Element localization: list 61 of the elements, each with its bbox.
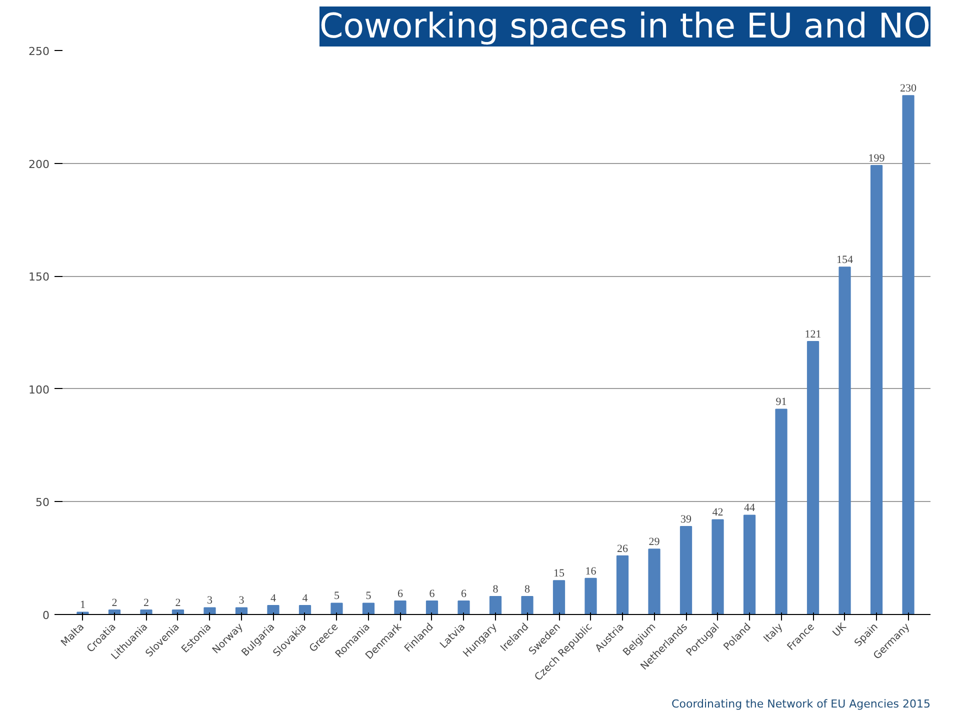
- bar: [330, 602, 343, 614]
- chart-title: Coworking spaces in the EU and NO: [319, 6, 931, 46]
- data-label: 121: [804, 328, 822, 341]
- data-label: 1: [80, 599, 86, 612]
- data-label: 2: [175, 596, 181, 609]
- data-label: 42: [712, 506, 724, 519]
- data-label: 26: [617, 542, 629, 555]
- bar: [806, 341, 820, 614]
- bar: [76, 612, 89, 614]
- bar: [902, 95, 914, 614]
- y-tick-label: 150: [28, 270, 50, 284]
- data-label: 15: [554, 568, 566, 580]
- text: Coordinating the Network of EU Agencies 2015: [672, 698, 930, 710]
- y-tick-label: 200: [28, 158, 50, 171]
- bar: [648, 548, 660, 614]
- data-label: 3: [238, 594, 245, 607]
- y-tick-label: 0: [42, 609, 50, 622]
- bar: [616, 555, 629, 614]
- bar: [552, 580, 566, 614]
- data-label: 154: [836, 254, 854, 266]
- data-label: 5: [366, 590, 372, 602]
- data-label: 6: [429, 588, 436, 600]
- bar: [267, 604, 280, 614]
- y-tick-label: 50: [36, 496, 50, 510]
- data-label: 16: [585, 565, 597, 578]
- bar: [394, 600, 406, 614]
- data-label: 199: [868, 152, 886, 165]
- y-tick-label: 250: [28, 45, 50, 58]
- data-label: 44: [744, 502, 756, 514]
- data-label: 8: [492, 583, 499, 596]
- data-label: 2: [112, 596, 118, 609]
- data-label: 230: [900, 82, 918, 95]
- bar: [870, 165, 883, 614]
- bar: [362, 602, 375, 614]
- bar: [712, 519, 724, 614]
- bar: [838, 266, 851, 614]
- data-label: 5: [334, 590, 340, 602]
- data-label: 91: [776, 396, 787, 408]
- data-label: 3: [206, 594, 213, 607]
- bar: [458, 600, 470, 614]
- data-label: 29: [648, 536, 660, 548]
- data-label: 2: [143, 596, 149, 609]
- y-tick-label: 100: [28, 383, 50, 396]
- data-label: 6: [397, 588, 404, 600]
- x-tick-label: UK: [831, 621, 849, 640]
- data-label: 6: [461, 588, 467, 600]
- bar: [235, 607, 248, 614]
- data-label: 4: [270, 592, 276, 604]
- bar: [426, 600, 438, 614]
- bar: [521, 596, 534, 614]
- data-label: 8: [524, 583, 530, 596]
- bar: [140, 609, 152, 614]
- bar: [298, 604, 312, 614]
- bar: [775, 408, 788, 614]
- bar: [489, 596, 502, 614]
- data-label: 39: [680, 514, 692, 526]
- bar: [743, 514, 756, 614]
- bar: [680, 526, 692, 614]
- bar: [584, 578, 597, 614]
- data-label: 4: [302, 592, 308, 604]
- bar: [204, 607, 216, 614]
